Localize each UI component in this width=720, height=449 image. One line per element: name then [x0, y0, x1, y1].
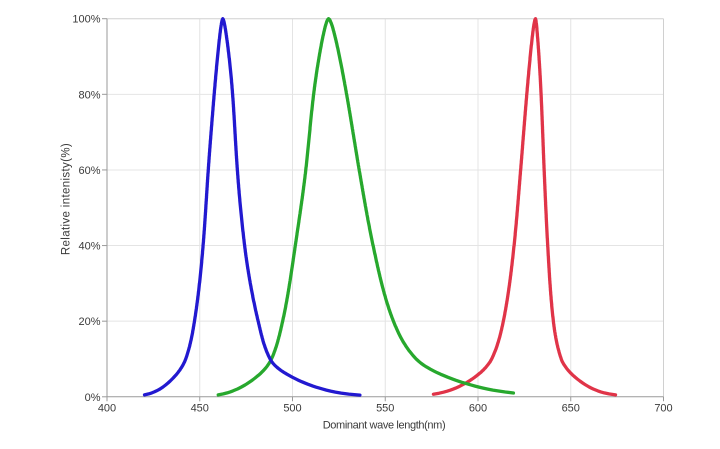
svg-text:650: 650	[562, 402, 580, 414]
svg-text:40%: 40%	[78, 241, 100, 253]
svg-text:700: 700	[654, 402, 672, 414]
svg-text:20%: 20%	[78, 316, 100, 328]
svg-text:80%: 80%	[78, 89, 100, 101]
svg-text:550: 550	[376, 402, 394, 414]
svg-text:500: 500	[283, 402, 301, 414]
svg-text:Dominant wave length(nm): Dominant wave length(nm)	[323, 419, 446, 431]
svg-text:450: 450	[191, 402, 209, 414]
svg-text:0%: 0%	[85, 392, 101, 404]
svg-text:600: 600	[469, 402, 487, 414]
svg-text:Relative intenisty(%): Relative intenisty(%)	[61, 143, 73, 255]
svg-text:100%: 100%	[72, 14, 100, 26]
svg-text:400: 400	[98, 402, 116, 414]
svg-text:60%: 60%	[78, 165, 100, 177]
